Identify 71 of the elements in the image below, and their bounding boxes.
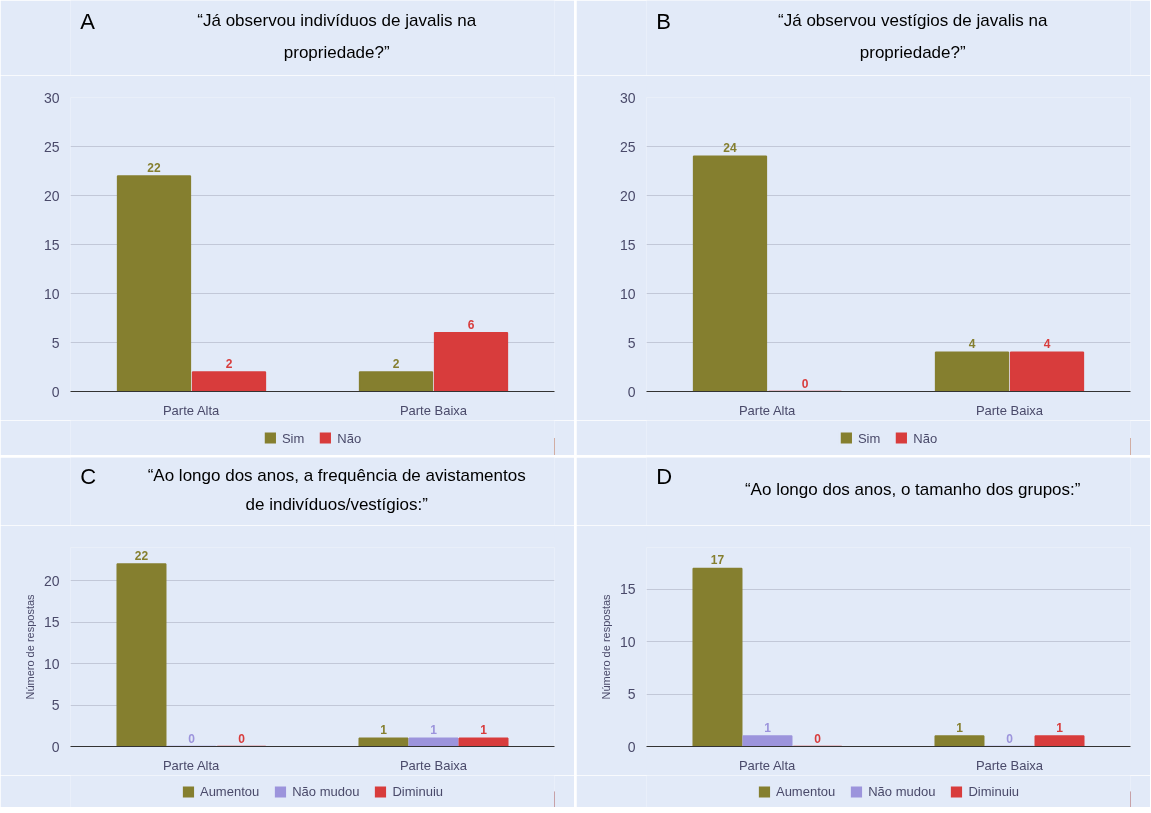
data-label: 1 [764,721,772,736]
y-tick-label: 10 [619,285,636,302]
y-tick-label: 15 [43,614,60,631]
data-label: 17 [710,553,725,568]
legend-label: Diminuiu [392,783,444,799]
data-label: 4 [1043,337,1051,352]
data-label: 22 [147,160,161,175]
chart-title: “Já observou indivíduos de javalis na propriedade?” [197,10,477,62]
chart-title: “Já observou vestígios de javalis na propriedade?” [778,10,1048,62]
y-tick-label: 0 [627,383,636,400]
data-label: 0 [814,731,822,746]
y-tick-label: 15 [619,236,636,253]
text: A [80,9,96,34]
data-label: 24 [723,141,737,156]
data-label: 0 [238,731,246,746]
y-tick-label: 10 [43,285,60,302]
data-label: 0 [801,376,809,391]
legend-label: Não mudou [292,783,360,799]
y-tick-label: 20 [43,187,60,204]
data-label: 22 [134,549,149,564]
y-tick-label: 0 [51,383,60,400]
legend-label: Diminuiu [968,783,1020,799]
legend-label: Aumentou [775,783,836,799]
x-tick-label: Parte Alta [738,757,797,773]
y-tick-label: 25 [43,138,60,155]
y-tick-label: 30 [43,89,60,106]
y-tick-label: 5 [627,334,636,351]
data-label: 1 [480,723,488,738]
y-tick-label: 30 [619,89,636,106]
chart-title: “Ao longo dos anos, o tamanho dos grupos:” [744,480,1081,500]
text: D [656,464,673,490]
y-tick-label: 5 [627,686,636,703]
x-tick-label: Parte Alta [162,757,221,773]
y-axis-title: Número de respostas [599,593,612,700]
legend-label: Sim [281,430,305,445]
y-tick-label: 5 [51,334,60,351]
data-label: 1 [430,723,438,738]
text: B [656,9,671,34]
x-tick-label: Parte Baixa [975,402,1044,418]
legend-label: Não [337,430,362,445]
chart-title: “Ao longo dos anos, a frequência de avistamentos de indivíduos/vestígios:” [147,465,526,514]
y-axis-title: Número de respostas [23,593,36,700]
data-label: 1 [956,721,964,736]
y-tick-label: 20 [43,572,60,589]
x-tick-label: Parte Baixa [975,757,1044,773]
data-label: 1 [380,723,388,738]
y-tick-label: 0 [51,738,60,755]
text: C [80,464,97,490]
y-tick-label: 10 [43,655,60,672]
legend-label: Não [913,430,938,445]
data-label: 2 [225,356,233,371]
x-tick-label: Parte Alta [162,402,221,418]
x-tick-label: Parte Baixa [399,402,468,418]
data-label: 2 [392,356,400,371]
data-label: 0 [1006,731,1014,746]
y-tick-label: 15 [619,581,636,598]
data-label: 1 [1056,721,1064,736]
data-label: 4 [968,337,976,352]
y-tick-label: 5 [51,697,60,714]
x-tick-label: Parte Alta [738,402,797,418]
x-tick-label: Parte Baixa [399,757,468,773]
legend-label: Aumentou [199,783,260,799]
y-tick-label: 20 [619,187,636,204]
y-tick-label: 10 [619,633,636,650]
y-tick-label: 15 [43,236,60,253]
legend-label: Sim [857,430,881,445]
legend-label: Não mudou [868,783,936,799]
data-label: 6 [467,317,475,332]
data-label: 0 [188,731,196,746]
y-tick-label: 25 [619,138,636,155]
y-tick-label: 0 [627,738,636,755]
